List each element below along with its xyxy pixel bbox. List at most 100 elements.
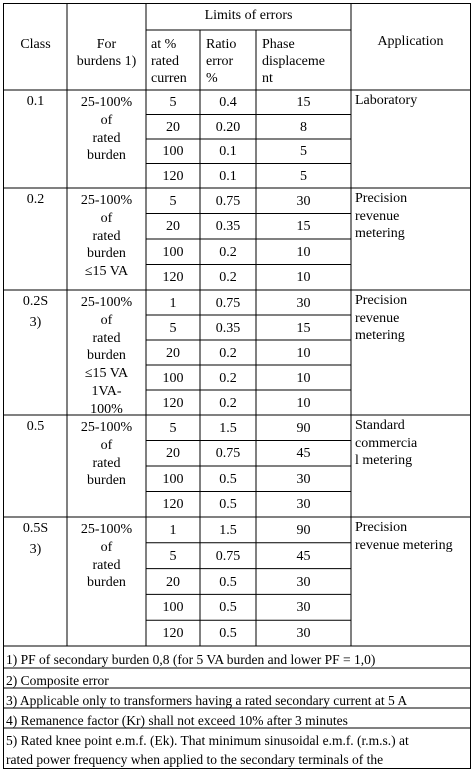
class-value: 0.2: [26, 192, 45, 207]
application-text: Precision: [355, 520, 408, 535]
burden-text: 25-100%: [80, 95, 133, 110]
ratio-error: 0.75: [215, 548, 241, 564]
phase-displacement: 30: [296, 600, 311, 616]
ratio-error: 0.35: [215, 320, 241, 336]
application-text: commercia: [355, 435, 418, 451]
rated-current-pct: 100: [162, 244, 184, 260]
header-ratio-error: Ratio: [206, 37, 237, 52]
header-ratio-error: %: [206, 71, 218, 86]
ratio-error: 0.2: [219, 370, 237, 386]
phase-displacement: 30: [296, 574, 311, 590]
ratio-error: 0.5: [219, 626, 237, 642]
phase-displacement: 10: [296, 370, 311, 386]
burden-text: burden: [87, 575, 126, 591]
header-phase-displacement: Phase: [262, 37, 295, 52]
ratio-error: 0.1: [219, 168, 237, 184]
ratio-error: 0.2: [219, 345, 237, 361]
burden-text: burden: [87, 348, 126, 364]
rated-current-pct: 5: [169, 95, 177, 111]
application-text: Laboratory: [355, 93, 418, 108]
burden-text: rated: [92, 228, 121, 244]
application-text: Precision: [355, 293, 408, 308]
phase-displacement: 45: [296, 446, 311, 462]
footnote: rated power frequency when applied to th…: [6, 752, 384, 767]
rated-current-pct: 120: [162, 270, 184, 286]
ratio-error: 0.35: [215, 219, 241, 235]
footnote: 2) Composite error: [6, 673, 109, 688]
phase-displacement: 30: [296, 471, 311, 487]
rated-current-pct: 120: [162, 626, 184, 642]
burden-text: 25-100%: [80, 193, 133, 208]
rated-current-pct: 1: [169, 295, 177, 311]
class-value: 0.5S: [22, 521, 49, 536]
ratio-error: 1.5: [219, 420, 237, 436]
footnote: 1) PF of secondary burden 0,8 (for 5 VA …: [6, 652, 376, 667]
ratio-error: 0.20: [215, 119, 241, 135]
header-at-rated-current: rated: [151, 54, 179, 69]
header-ratio-error: error: [206, 54, 234, 69]
rated-current-pct: 20: [166, 219, 180, 235]
burden-text: burden: [87, 246, 126, 262]
application-text: revenue: [355, 208, 400, 224]
burden-text: rated: [92, 557, 121, 573]
application-text: revenue metering: [355, 537, 453, 553]
phase-displacement: 30: [296, 497, 311, 513]
phase-displacement: 8: [300, 119, 307, 135]
class-value: 0.2S: [22, 294, 49, 309]
ratio-error: 1.5: [219, 522, 237, 538]
rated-current-pct: 100: [162, 471, 184, 487]
rated-current-pct: 120: [162, 395, 184, 411]
class-value: 0.5: [26, 419, 45, 434]
ratio-error: 0.2: [219, 244, 237, 260]
burden-text: of: [100, 539, 113, 555]
class-value: 3): [29, 315, 42, 330]
rated-current-pct: 5: [169, 420, 177, 436]
burden-text: ≤15 VA: [84, 264, 129, 280]
rated-current-pct: 100: [162, 600, 184, 616]
rated-current-pct: 5: [169, 193, 177, 209]
errors-table: [3, 3, 471, 769]
burden-text: ≤15 VA: [84, 366, 129, 382]
header-at-rated-current: at %: [151, 37, 177, 52]
phase-displacement: 15: [296, 95, 311, 111]
phase-displacement: 15: [296, 320, 311, 336]
phase-displacement: 30: [296, 295, 311, 311]
burden-text: 100%: [90, 401, 123, 414]
application-text: Standard: [355, 418, 405, 433]
ratio-error: 0.75: [215, 446, 241, 462]
rated-current-pct: 20: [166, 446, 180, 462]
rated-current-pct: 100: [162, 144, 184, 160]
burden-text: of: [100, 210, 113, 226]
rated-current-pct: 20: [166, 574, 180, 590]
burden-text: of: [100, 437, 113, 453]
burden-text: of: [100, 312, 113, 328]
footnote: 5) Rated knee point e.m.f. (Ek). That mi…: [6, 733, 409, 748]
application-text: metering: [355, 328, 405, 343]
phase-displacement: 10: [296, 345, 311, 361]
footnote: 4) Remanence factor (Kr) shall not excee…: [6, 713, 348, 728]
application-text: Precision: [355, 191, 408, 206]
ratio-error: 0.5: [219, 471, 237, 487]
header-application: Application: [377, 34, 444, 49]
header-for-burdens: burdens 1): [76, 54, 137, 69]
application-text: metering: [355, 226, 405, 241]
ratio-error: 0.2: [219, 270, 237, 286]
ratio-error: 0.75: [215, 193, 241, 209]
ratio-error: 0.5: [219, 574, 237, 590]
header-for-burdens: For: [96, 37, 117, 52]
ratio-error: 0.5: [219, 497, 237, 513]
phase-displacement: 15: [296, 219, 311, 235]
phase-displacement: 30: [296, 193, 311, 209]
application-text: revenue: [355, 310, 400, 326]
burden-text: rated: [92, 330, 121, 346]
burden-text: 25-100%: [80, 420, 133, 435]
phase-displacement: 10: [296, 244, 311, 260]
burden-text: burden: [87, 148, 126, 164]
header-class: Class: [20, 37, 51, 52]
rated-current-pct: 5: [169, 320, 177, 336]
burden-text: rated: [92, 455, 121, 471]
phase-displacement: 45: [296, 548, 311, 564]
burden-text: burden: [87, 473, 126, 489]
header-at-rated-current: curren: [151, 71, 187, 86]
